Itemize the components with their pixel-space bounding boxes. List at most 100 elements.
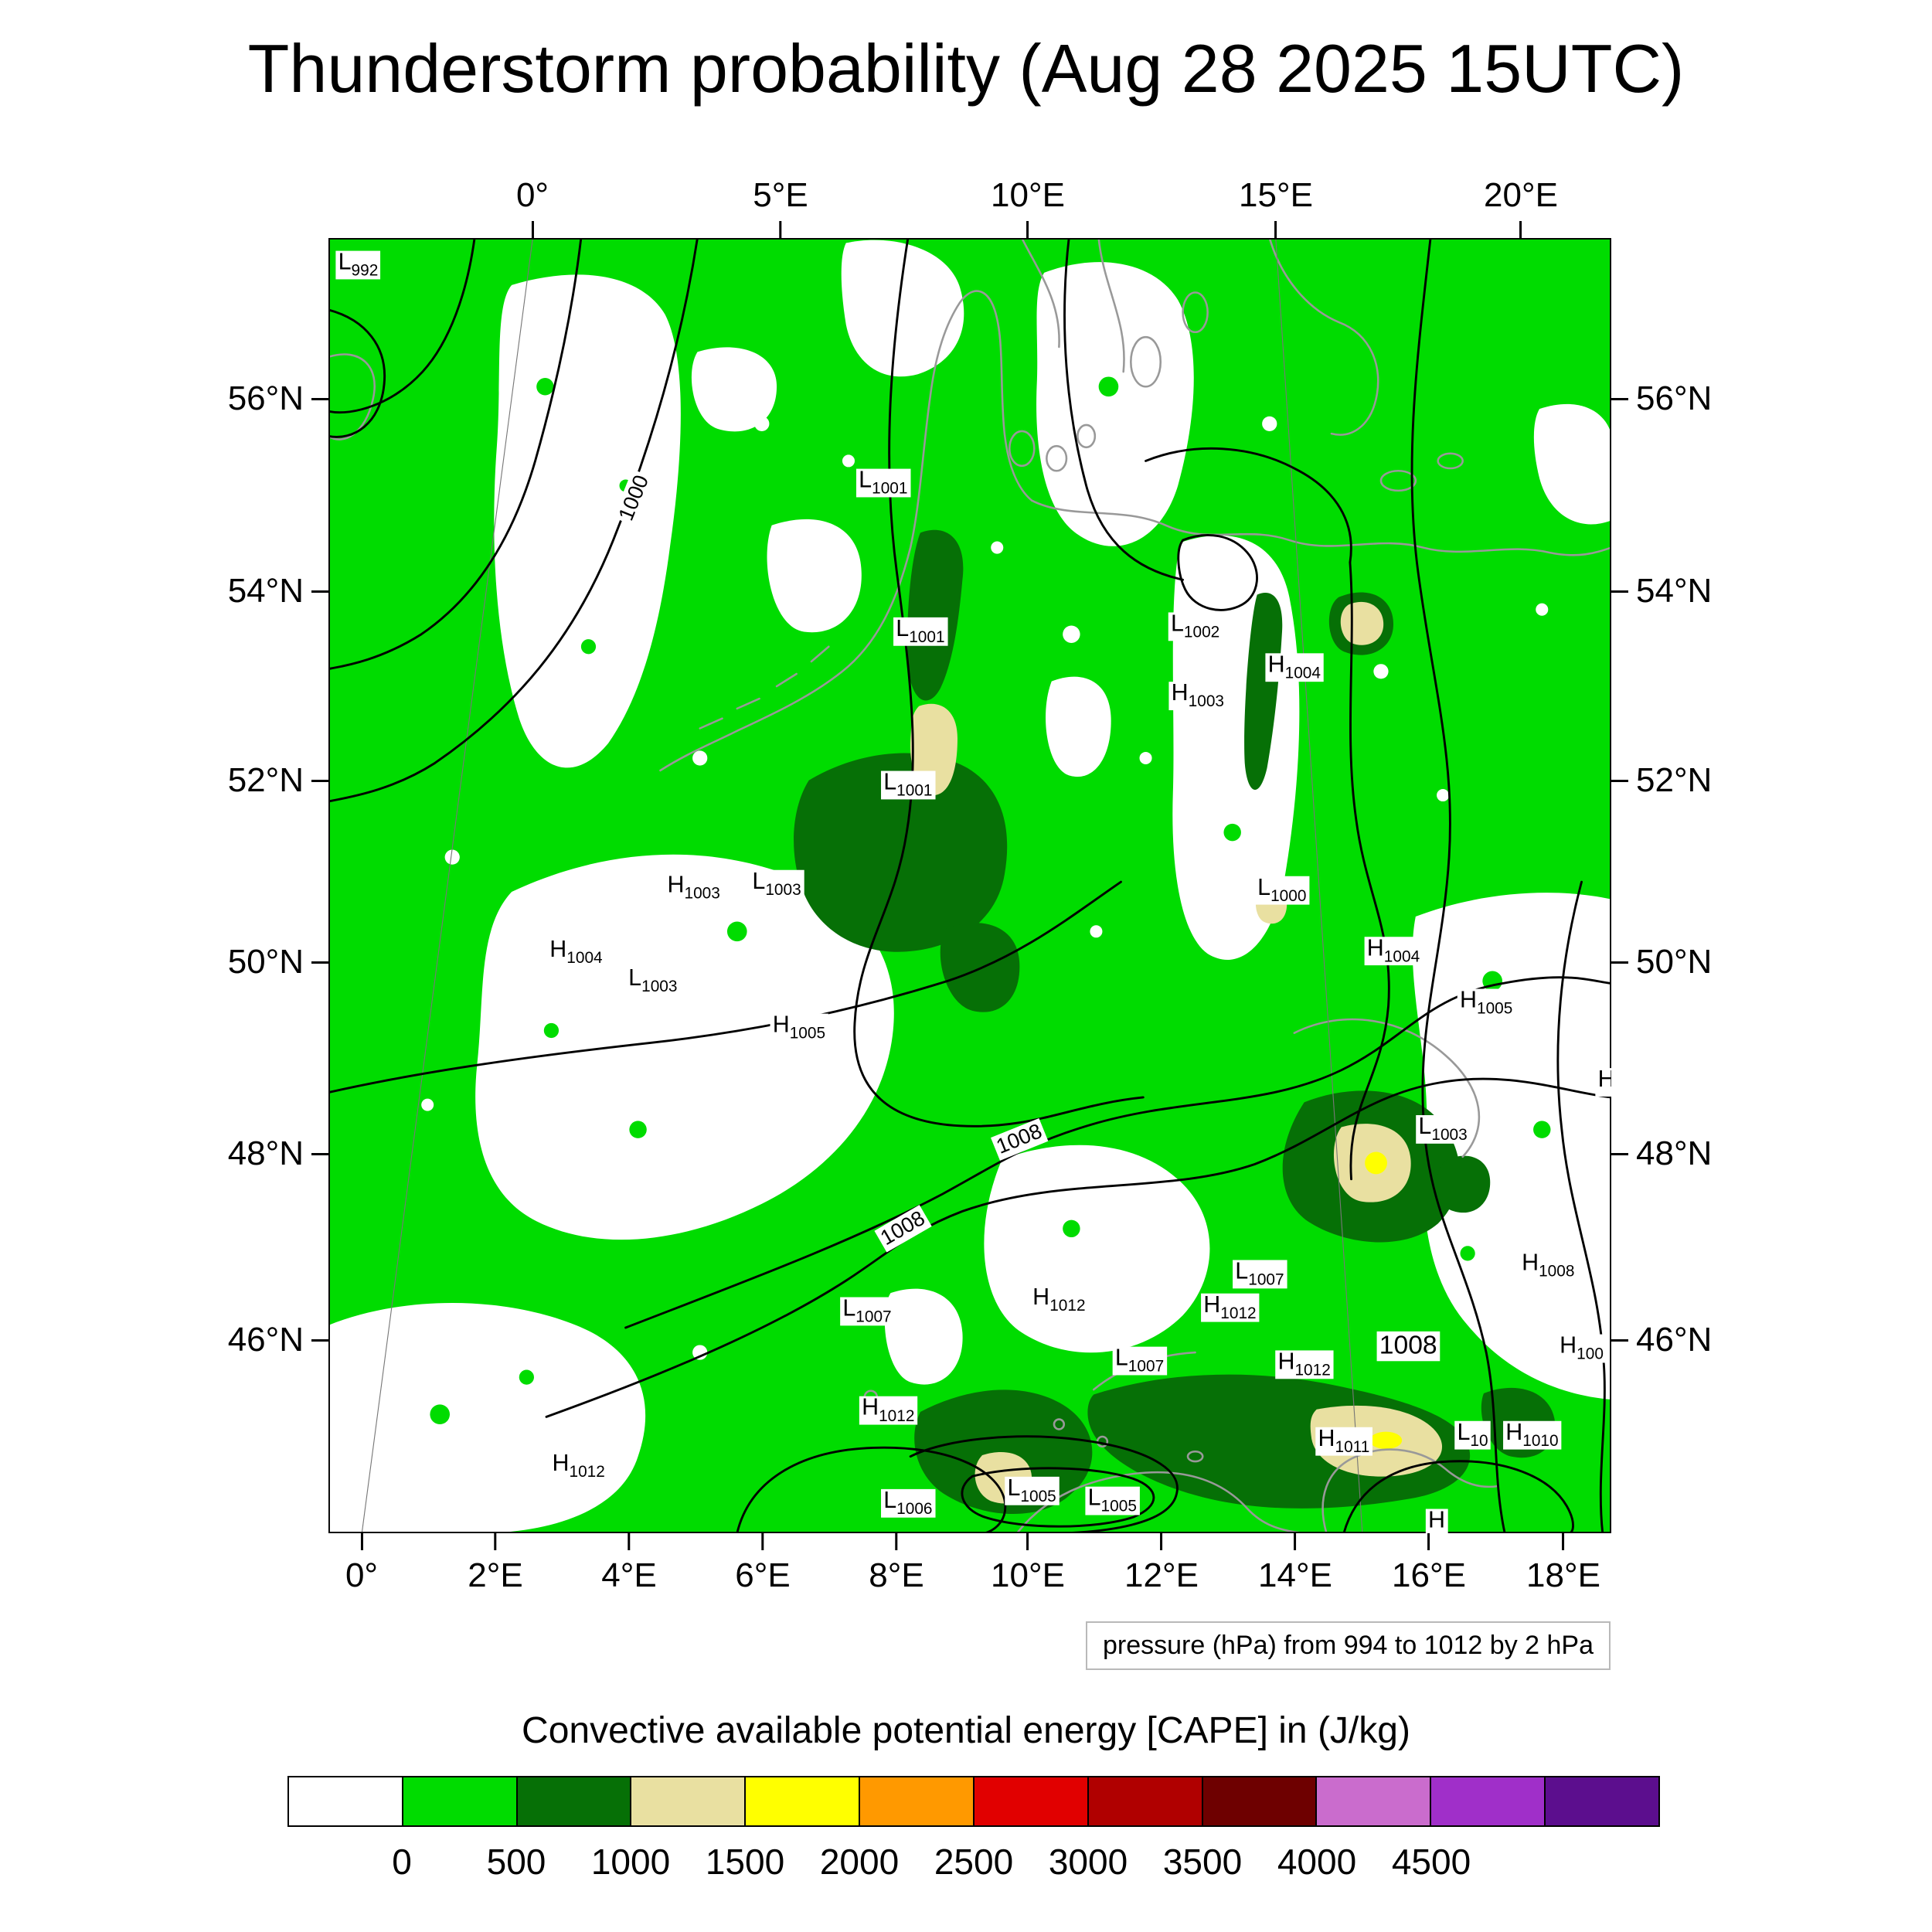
contour-line-label: 1000 <box>613 469 656 527</box>
pressure-letter: L <box>1087 1485 1101 1512</box>
axis-tick-label: 46°N <box>227 1321 304 1359</box>
tick-mark <box>1611 961 1628 964</box>
pressure-value: 1000 <box>1270 886 1307 905</box>
axis-tick-label: 16°E <box>1392 1556 1466 1594</box>
tick-mark <box>895 1533 898 1550</box>
axis-tick-label: 2°E <box>468 1556 523 1594</box>
axis-tick-bottom: 0° <box>345 1533 378 1595</box>
pressure-letter: L <box>752 869 766 895</box>
pressure-value: 1003 <box>1431 1124 1468 1144</box>
pressure-letter: H <box>862 1395 879 1421</box>
colorbar-cell <box>746 1776 861 1827</box>
pressure-letter: H <box>1318 1426 1335 1452</box>
pressure-letter: H <box>1277 1349 1295 1376</box>
tick-mark <box>311 397 328 400</box>
axis-tick-label: 56°N <box>227 379 304 417</box>
pressure-letter: L <box>338 249 352 276</box>
colorbar-title: Convective available potential energy [C… <box>522 1710 1410 1751</box>
pressure-value: 1005 <box>1476 998 1513 1018</box>
axis-tick-label: 12°E <box>1124 1556 1199 1594</box>
axis-tick-label: 20°E <box>1484 176 1558 214</box>
axis-tick-label: 54°N <box>227 572 304 610</box>
pressure-center-label: L1001 <box>855 467 910 498</box>
colorbar-tick-label: 2000 <box>819 1842 900 1882</box>
pressure-letter: L <box>1457 1420 1471 1446</box>
axis-tick-right: 56°N <box>1611 379 1712 418</box>
pressure-center-label: L1003 <box>1416 1114 1470 1145</box>
axis-tick-right: 46°N <box>1611 1321 1712 1359</box>
pressure-center-label: L1003 <box>750 869 804 900</box>
tick-mark <box>311 1152 328 1155</box>
axis-tick-left: 48°N <box>228 1134 328 1173</box>
tick-mark <box>779 221 782 238</box>
pressure-letter: L <box>859 467 872 494</box>
axis-tick-label: 10°E <box>991 1556 1065 1594</box>
axis-tick-bottom: 18°E <box>1526 1533 1600 1595</box>
axis-tick-bottom: 10°E <box>991 1533 1065 1595</box>
pressure-center-label: H1004 <box>1364 936 1423 966</box>
pressure-value: 10 <box>1470 1430 1488 1450</box>
pressure-value: 1008 <box>1539 1261 1575 1281</box>
pressure-value: 1004 <box>1383 947 1420 966</box>
contour-line-label: 1008 <box>1376 1331 1440 1362</box>
map-plot-area: 1000 1008 1008 1008 L992 L1001 L1001 L10… <box>328 238 1611 1533</box>
colorbar-cell <box>403 1776 518 1827</box>
pressure-letter: L <box>896 616 910 642</box>
pressure-value: 1003 <box>641 976 678 995</box>
pressure-center-label: L10 <box>1454 1420 1491 1451</box>
axis-tick-label: 6°E <box>735 1556 791 1594</box>
pressure-center-label: H1005 <box>770 1012 828 1043</box>
pressure-center-label: H1012 <box>1029 1285 1088 1315</box>
pressure-value: 1005 <box>789 1023 826 1043</box>
axis-tick-label: 5°E <box>753 176 808 214</box>
tick-mark <box>1294 1533 1297 1550</box>
colorbar-tick-label: 3000 <box>1048 1842 1128 1882</box>
axis-bottom: 0° 2°E 4°E 6°E 8°E 10°E 12°E 14°E 16°E 1… <box>328 1533 1611 1618</box>
pressure-center-label: H1010 <box>1503 1420 1561 1451</box>
pressure-value: 1011 <box>1335 1437 1370 1456</box>
pressure-letter: L <box>883 769 897 796</box>
pressure-center-label: L1007 <box>1112 1345 1167 1376</box>
tick-mark <box>1611 1338 1628 1342</box>
pressure-center-label: H <box>1425 1507 1448 1533</box>
pressure-value: 1005 <box>1100 1496 1137 1515</box>
pressure-letter: L <box>1257 875 1271 901</box>
pressure-center-label: H <box>1595 1067 1611 1097</box>
tick-mark <box>311 1338 328 1342</box>
tick-mark <box>360 1533 363 1550</box>
colorbar-tick-label: 2500 <box>934 1842 1014 1882</box>
tick-mark <box>311 590 328 593</box>
tick-mark <box>1160 1533 1163 1550</box>
pressure-letter: H <box>552 1451 570 1477</box>
axis-tick-label: 50°N <box>227 943 304 981</box>
axis-tick-label: 48°N <box>1636 1134 1713 1172</box>
pressure-value: 1012 <box>1294 1360 1331 1379</box>
axis-tick-bottom: 14°E <box>1258 1533 1332 1595</box>
pressure-letter: H <box>1428 1507 1446 1533</box>
pressure-value: 1001 <box>872 478 908 498</box>
axis-tick-bottom: 4°E <box>601 1533 657 1595</box>
tick-mark <box>1274 221 1277 238</box>
axis-tick-label: 46°N <box>1636 1321 1713 1359</box>
pressure-value: 1003 <box>1188 692 1224 711</box>
axis-right: 56°N 54°N 52°N 50°N 48°N 46°N <box>1611 238 1781 1533</box>
axis-tick-label: 48°N <box>227 1134 304 1172</box>
axis-tick-label: 15°E <box>1239 176 1313 214</box>
colorbar-tick-label: 4000 <box>1277 1842 1357 1882</box>
pressure-letter: H <box>667 872 685 899</box>
axis-top: 0° 5°E 10°E 15°E 20°E <box>328 161 1611 238</box>
pressure-value: 1007 <box>1248 1270 1284 1289</box>
tick-mark <box>1519 221 1522 238</box>
axis-tick-top: 5°E <box>753 176 808 238</box>
axis-tick-label: 10°E <box>991 176 1065 214</box>
pressure-letter: L <box>1114 1345 1128 1372</box>
axis-tick-top: 0° <box>516 176 549 238</box>
pressure-center-label: L1002 <box>1168 611 1223 641</box>
colorbar-cell <box>974 1776 1089 1827</box>
pressure-letter: L <box>1418 1114 1432 1141</box>
pressure-letter: H <box>772 1012 790 1039</box>
pressure-center-label: H1008 <box>1519 1250 1577 1281</box>
axis-tick-bottom: 6°E <box>735 1533 791 1595</box>
colorbar-cell <box>1546 1776 1660 1827</box>
